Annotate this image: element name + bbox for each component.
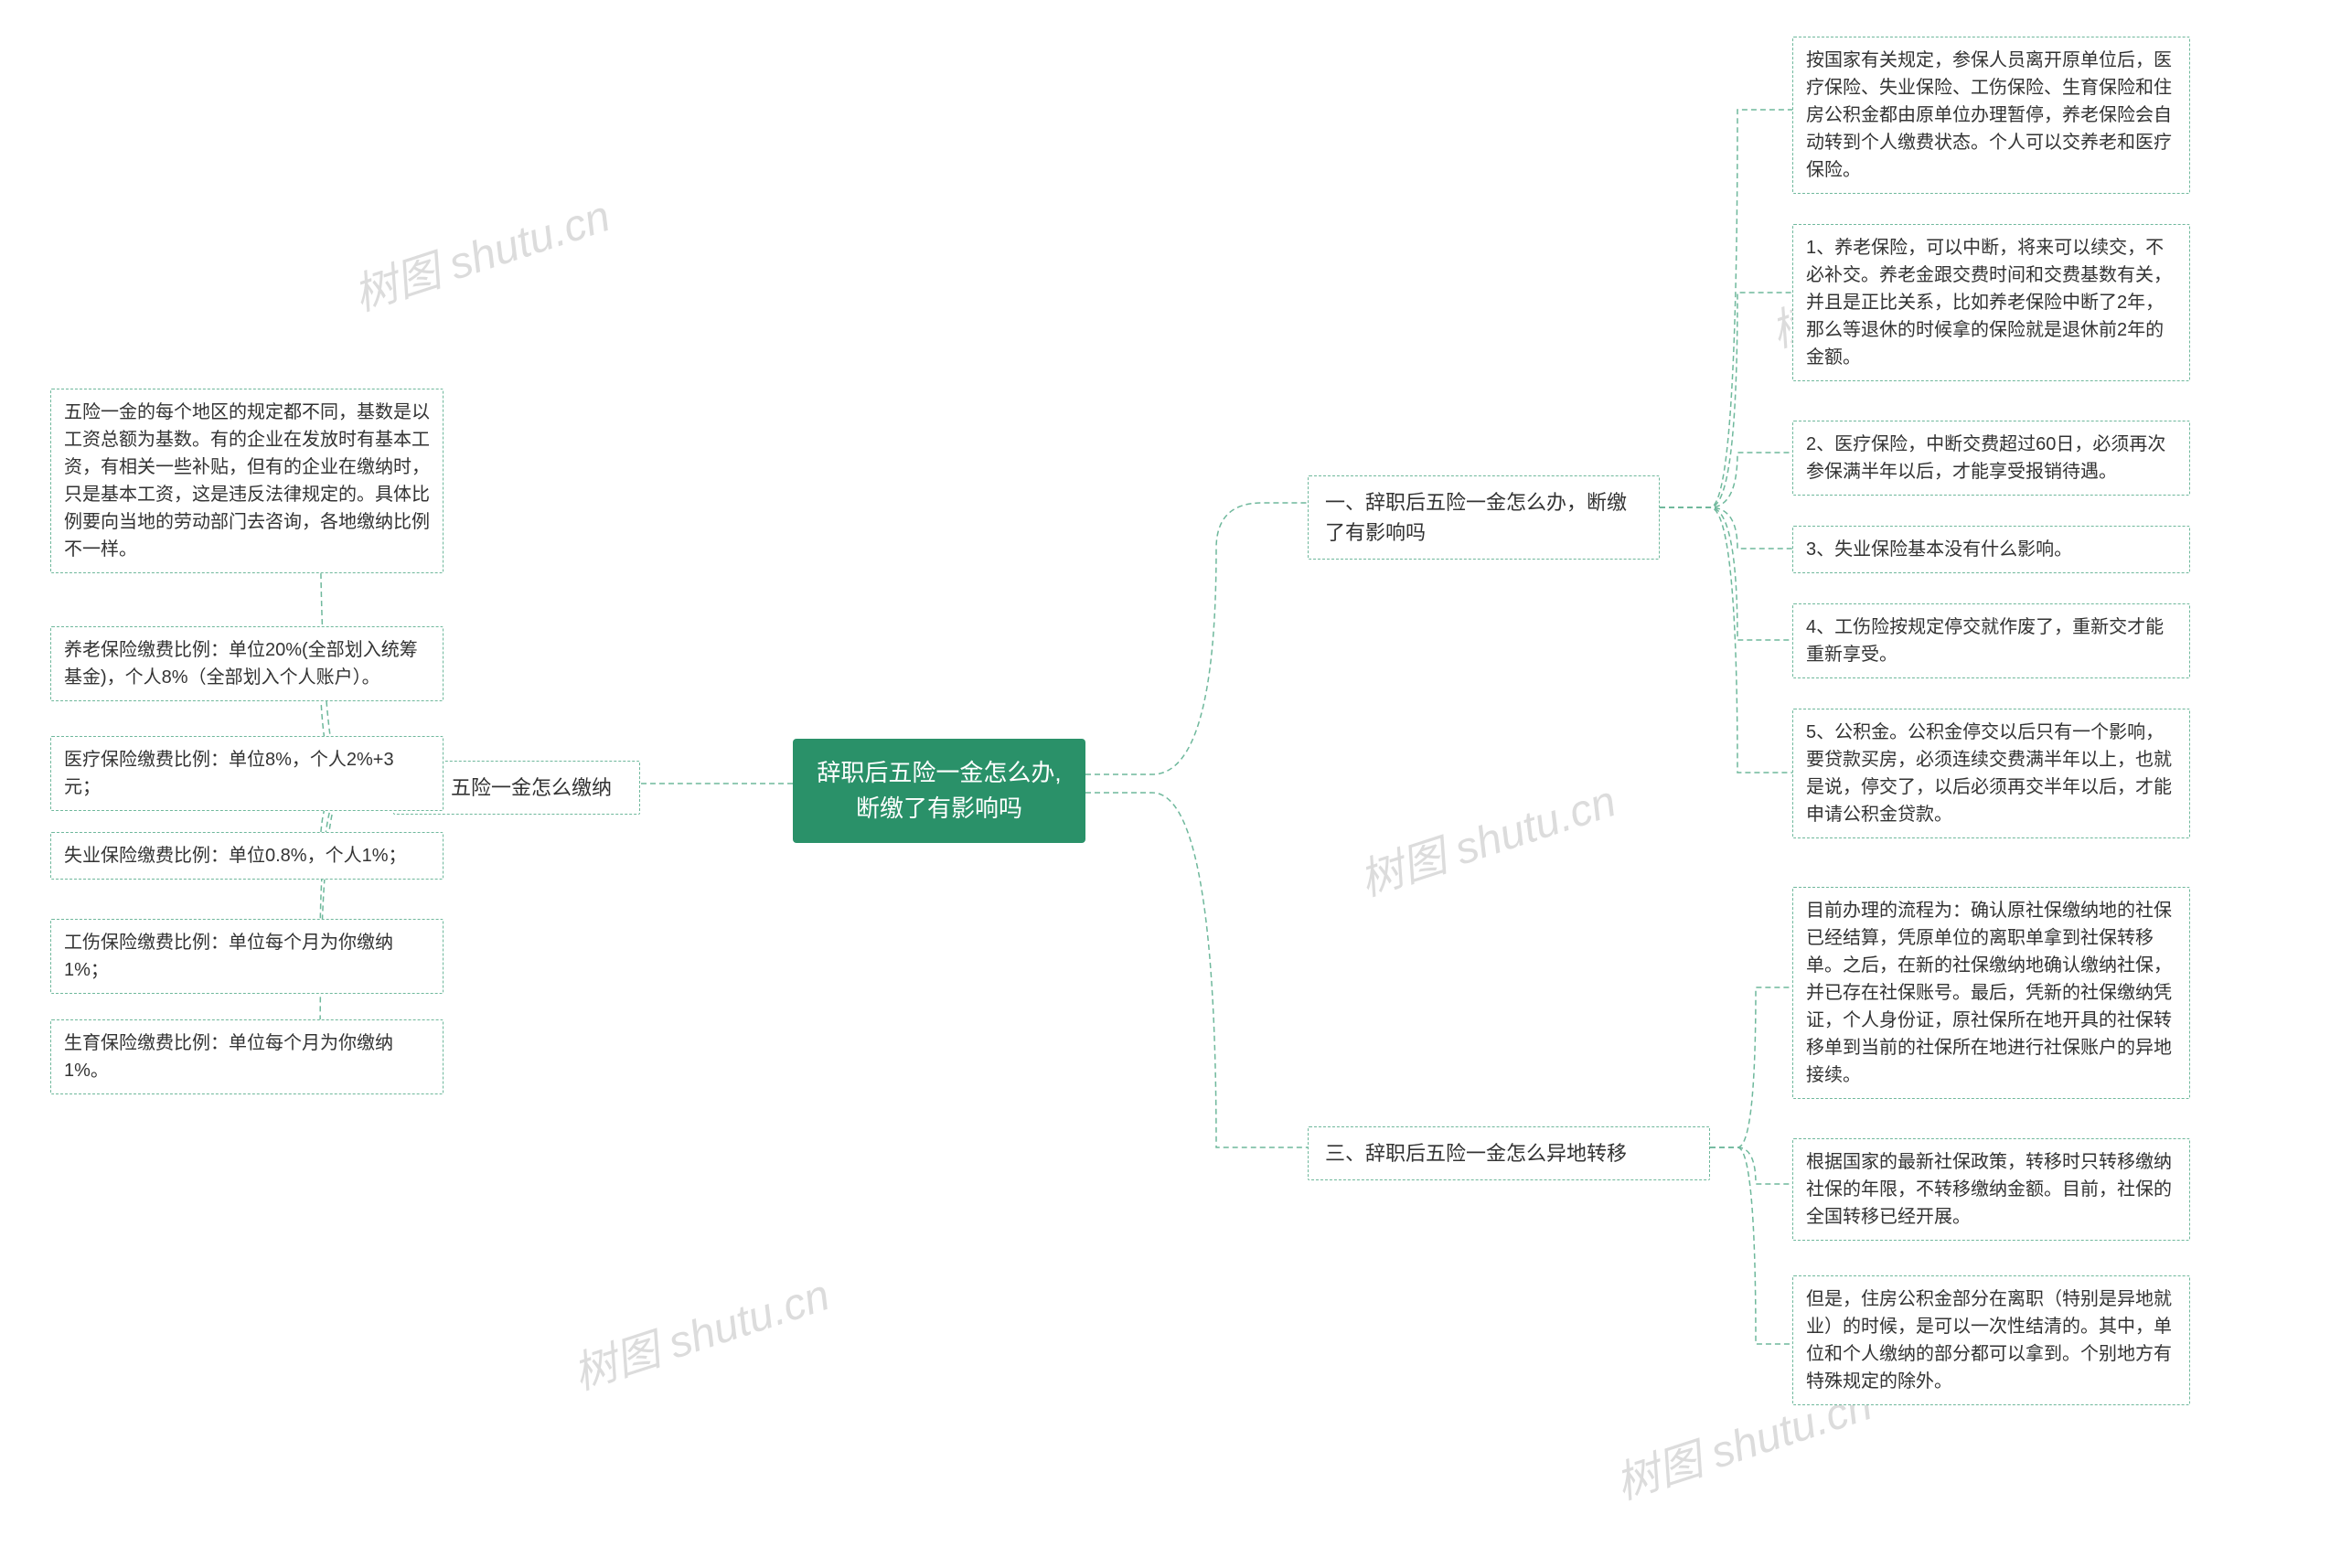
leaf-b1-1: 1、养老保险，可以中断，将来可以续交，不必补交。养老金跟交费时间和交费基数有关，… [1792,224,2190,381]
branch-3: 三、辞职后五险一金怎么异地转移 [1308,1126,1710,1180]
leaf-b1-0: 按国家有关规定，参保人员离开原单位后，医疗保险、失业保险、工伤保险、生育保险和住… [1792,37,2190,194]
watermark: 树图 shutu.cn [563,1259,836,1402]
leaf-b1-4: 4、工伤险按规定停交就作废了，重新交才能重新享受。 [1792,603,2190,678]
leaf-b1-2: 2、医疗保险，中断交费超过60日，必须再次参保满半年以后，才能享受报销待遇。 [1792,421,2190,496]
leaf-b3-2: 但是，住房公积金部分在离职（特别是异地就业）的时候，是可以一次性结清的。其中，单… [1792,1275,2190,1405]
watermark: 树图 shutu.cn [1350,765,1622,908]
leaf-b2-2: 医疗保险缴费比例：单位8%，个人2%+3元； [50,736,444,811]
branch-1: 一、辞职后五险一金怎么办，断缴了有影响吗 [1308,475,1660,560]
leaf-b2-5: 生育保险缴费比例：单位每个月为你缴纳1%。 [50,1019,444,1094]
leaf-b1-3: 3、失业保险基本没有什么影响。 [1792,526,2190,573]
leaf-b1-5: 5、公积金。公积金停交以后只有一个影响，要贷款买房，必须连续交费满半年以上，也就… [1792,709,2190,838]
leaf-b2-4: 工伤保险缴费比例：单位每个月为你缴纳1%； [50,919,444,994]
leaf-b2-0: 五险一金的每个地区的规定都不同，基数是以工资总额为基数。有的企业在发放时有基本工… [50,389,444,573]
leaf-b3-1: 根据国家的最新社保政策，转移时只转移缴纳社保的年限，不转移缴纳金额。目前，社保的… [1792,1138,2190,1241]
leaf-b3-0: 目前办理的流程为：确认原社保缴纳地的社保已经结算，凭原单位的离职单拿到社保转移单… [1792,887,2190,1099]
mindmap-root: 辞职后五险一金怎么办,断缴了有影响吗 [793,739,1085,843]
leaf-b2-3: 失业保险缴费比例：单位0.8%，个人1%； [50,832,444,880]
leaf-b2-1: 养老保险缴费比例：单位20%(全部划入统筹基金)，个人8%（全部划入个人账户）。 [50,626,444,701]
watermark: 树图 shutu.cn [344,180,616,323]
